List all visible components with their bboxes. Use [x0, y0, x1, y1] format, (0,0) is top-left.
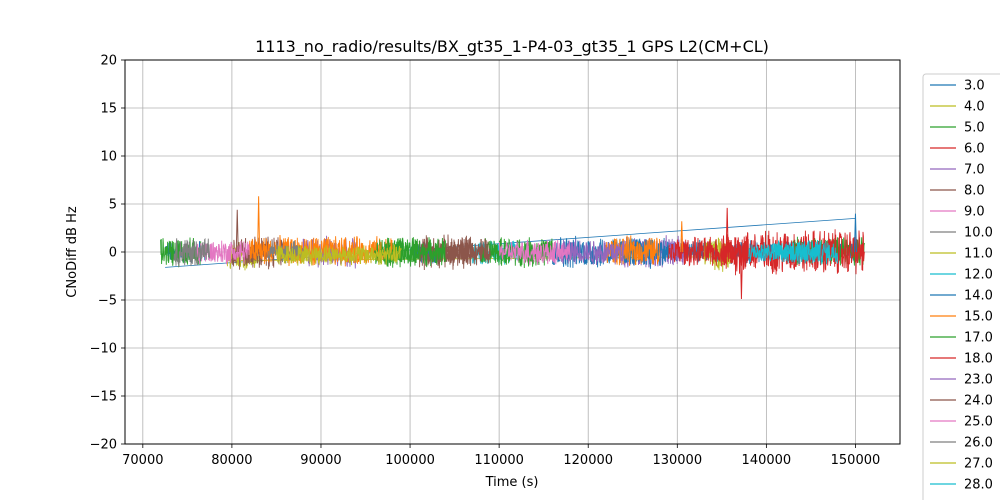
legend-item: 18.0 [930, 352, 993, 367]
legend-item: 11.0 [930, 247, 993, 262]
x-tick-label: 110000 [474, 453, 524, 468]
legend-item: 24.0 [930, 394, 993, 409]
legend-item: 4.0 [930, 100, 985, 115]
legend-item: 28.0 [930, 478, 993, 493]
legend-item: 5.0 [930, 121, 985, 136]
series-25-0 [498, 239, 571, 264]
series-18-0 [667, 236, 750, 267]
legend-label: 17.0 [964, 331, 993, 346]
series-27-0 [275, 244, 402, 266]
y-axis-title: CNoDiff dB Hz [65, 206, 80, 298]
series-26-0 [267, 240, 304, 264]
legend-label: 18.0 [964, 352, 993, 367]
legend-item: 12.0 [930, 268, 993, 283]
legend-item: 7.0 [930, 163, 985, 178]
y-tick-label: −5 [98, 294, 117, 309]
legend-item: 3.0 [930, 79, 985, 94]
legend-label: 3.0 [964, 79, 985, 94]
series-23-0 [561, 239, 625, 266]
legend-item: 15.0 [930, 310, 993, 325]
legend-label: 7.0 [964, 163, 985, 178]
series-spike [725, 207, 729, 253]
y-axis: −20 −15 −10 −5 0 5 10 15 20 [90, 54, 125, 453]
y-tick-label: −20 [90, 438, 117, 453]
legend-item: 14.0 [930, 289, 993, 304]
y-tick-label: 15 [100, 102, 117, 117]
legend-label: 11.0 [964, 247, 993, 262]
series-trace [173, 237, 211, 268]
series-spike [235, 209, 239, 253]
legend-label: 5.0 [964, 121, 985, 136]
series-trace [275, 244, 402, 266]
legend-item: 17.0 [930, 331, 993, 346]
x-tick-label: 120000 [563, 453, 613, 468]
series-spike [257, 196, 261, 253]
legend-label: 28.0 [964, 478, 993, 493]
series-trace [667, 236, 750, 267]
y-tick-label: −15 [90, 390, 117, 405]
y-tick-label: 20 [100, 54, 117, 69]
legend-label: 8.0 [964, 184, 985, 199]
x-tick-label: 150000 [831, 453, 881, 468]
x-axis: 70000 80000 90000 100000 110000 120000 130000 1… [122, 444, 880, 468]
y-tick-label: 5 [109, 198, 117, 213]
y-tick-label: 10 [100, 150, 117, 165]
x-tick-label: 130000 [652, 453, 702, 468]
legend-label: 4.0 [964, 100, 985, 115]
legend-item: 9.0 [930, 205, 985, 220]
y-tick-label: 0 [109, 246, 117, 261]
legend-item: 8.0 [930, 184, 985, 199]
legend-item: 26.0 [930, 436, 993, 451]
x-tick-label: 70000 [122, 453, 163, 468]
series-24-0 [445, 238, 491, 266]
legend-label: 9.0 [964, 205, 985, 220]
legend-label: 24.0 [964, 394, 993, 409]
series-spike [680, 221, 684, 253]
legend-item: 6.0 [930, 142, 985, 157]
series-spike [739, 251, 743, 300]
legend-label: 6.0 [964, 142, 985, 157]
y-tick-label: −10 [90, 342, 117, 357]
x-tick-label: 80000 [211, 453, 252, 468]
series-trace [445, 238, 491, 266]
series-28-0 [748, 240, 821, 264]
legend-frame [922, 73, 1000, 500]
series-trace [748, 240, 821, 264]
series-layer [160, 196, 865, 300]
legend-label: 27.0 [964, 457, 993, 472]
x-tick-label: 90000 [300, 453, 341, 468]
series-spike [853, 213, 857, 253]
series-trace [267, 240, 304, 264]
legend-label: 26.0 [964, 436, 993, 451]
legend: 3.0 4.0 5.0 6.0 7.0 8.0 9.0 10.0 11.0 12.0 14.0 15.… [922, 73, 1000, 500]
series-trace [605, 235, 660, 266]
x-tick-label: 140000 [742, 453, 792, 468]
legend-label: 10.0 [964, 226, 993, 241]
legend-item: 25.0 [930, 415, 993, 430]
series-trace [561, 239, 625, 266]
legend-item: 23.0 [930, 373, 993, 388]
legend-item: 10.0 [930, 226, 993, 241]
chart-title: 1113_no_radio/results/BX_gt35_1-P4-03_gt… [255, 37, 769, 57]
legend-label: 23.0 [964, 373, 993, 388]
legend-label: 15.0 [964, 310, 993, 325]
series-trace [498, 239, 571, 264]
x-axis-title: Time (s) [485, 475, 539, 490]
legend-label: 14.0 [964, 289, 993, 304]
legend-label: 25.0 [964, 415, 993, 430]
legend-label: 12.0 [964, 268, 993, 283]
series-10-0 [173, 237, 211, 268]
x-tick-label: 100000 [385, 453, 435, 468]
legend-item: 27.0 [930, 457, 993, 472]
